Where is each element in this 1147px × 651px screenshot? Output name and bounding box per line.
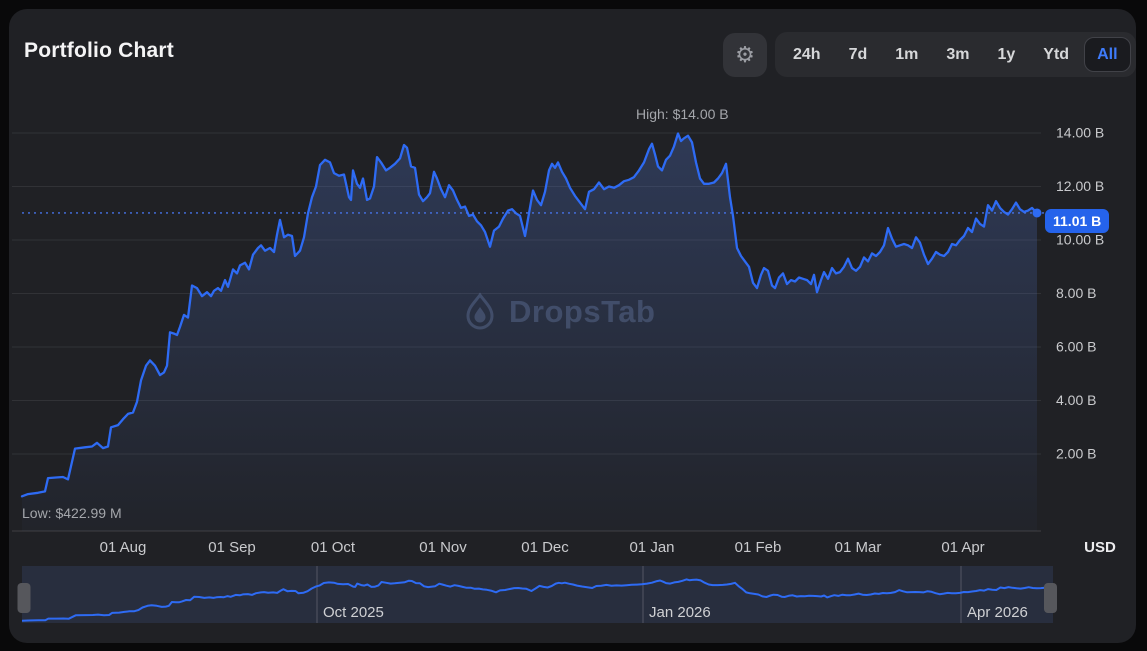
series-line [20, 132, 1039, 498]
settings-button[interactable]: ⚙ [723, 33, 767, 77]
range-button-ytd[interactable]: Ytd [1043, 45, 1070, 63]
navigator-tick-label: Oct 2025 [323, 604, 384, 621]
portfolio-area-chart[interactable]: 14.00 B 12.00 B 10.00 B 8.00 B 6.00 B 4.00 B 2… [9, 9, 1136, 643]
price-line [20, 132, 1039, 498]
navigator-left-handle[interactable] [17, 583, 31, 613]
range-button-7d[interactable]: 7d [848, 45, 868, 63]
navigator-track[interactable] [22, 566, 1053, 623]
area-fill [22, 133, 1037, 531]
portfolio-chart-card: 14.00 B 12.00 B 10.00 B 8.00 B 6.00 B 4.00 B 2… [9, 9, 1136, 643]
y-tick-label: 14.00 B [1056, 125, 1104, 141]
x-tick-label: 01 Oct [311, 539, 356, 556]
x-axis: 01 Aug 01 Sep 01 Oct 01 Nov 01 Dec 01 Jan 01 F… [12, 530, 1041, 556]
range-button-24h[interactable]: 24h [793, 45, 821, 63]
x-tick-label: 01 Feb [735, 539, 782, 556]
x-tick-label: 01 Sep [208, 539, 256, 556]
time-range-selector: 24h 7d 1m 3m 1y Ytd All [775, 32, 1136, 77]
x-tick-label: 01 Aug [100, 539, 147, 556]
current-value-dotted-line [22, 208, 1044, 218]
x-tick-label: 01 Mar [835, 539, 882, 556]
x-tick-label: 01 Apr [941, 539, 984, 556]
x-tick-label: 01 Jan [629, 539, 674, 556]
navigator-tick-label: Apr 2026 [967, 604, 1028, 621]
x-tick-label: 01 Dec [521, 539, 569, 556]
navigator-right-handle[interactable] [1044, 583, 1057, 613]
y-tick-label: 12.00 B [1056, 178, 1104, 194]
high-value-label: High: $14.00 B [636, 106, 729, 122]
range-button-3m[interactable]: 3m [946, 45, 970, 63]
range-button-all[interactable]: All [1084, 36, 1131, 73]
y-tick-label: 6.00 B [1056, 339, 1096, 355]
low-value-label: Low: $422.99 M [22, 505, 122, 521]
y-tick-label: 10.00 B [1056, 232, 1104, 248]
navigator-line [21, 578, 1051, 622]
page-title: Portfolio Chart [24, 39, 174, 62]
navigator-tick-label: Jan 2026 [649, 604, 711, 621]
series-area-fill [22, 133, 1037, 531]
x-tick-label: 01 Nov [419, 539, 467, 556]
y-tick-label: 4.00 B [1056, 392, 1096, 408]
y-tick-label: 2.00 B [1056, 446, 1096, 462]
current-value-badge: 11.01 B [1045, 208, 1110, 233]
currency-unit-label: USD [1084, 539, 1116, 556]
range-button-1y[interactable]: 1y [997, 45, 1016, 63]
last-point-marker [1032, 208, 1042, 218]
y-tick-label: 8.00 B [1056, 285, 1096, 301]
gear-icon: ⚙ [735, 42, 755, 67]
range-button-1m[interactable]: 1m [895, 45, 919, 63]
navigator[interactable]: Oct 2025 Jan 2026 Apr 2026 [17, 566, 1058, 623]
y-axis-labels: 14.00 B 12.00 B 10.00 B 8.00 B 6.00 B 4.00 B 2… [1056, 125, 1104, 462]
